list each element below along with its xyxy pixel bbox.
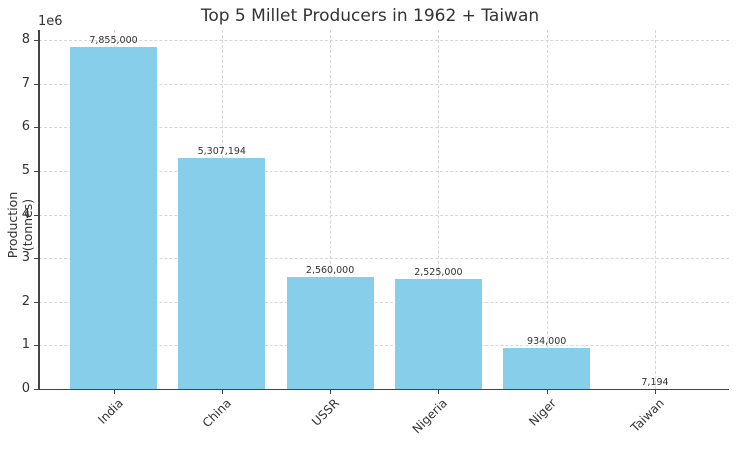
y-tick-label: 0 [14, 381, 30, 396]
y-tick-label: 8 [14, 32, 30, 47]
y-tick-label: 4 [14, 207, 30, 222]
vertical-gridline [547, 30, 548, 389]
x-tick-label: USSR [276, 396, 342, 462]
y-tick-label: 7 [14, 76, 30, 91]
y-tick-label: 2 [14, 294, 30, 309]
y-tick-mark [34, 389, 38, 390]
bar-value-label: 7,855,000 [54, 35, 174, 46]
x-tick-mark [222, 390, 223, 394]
bar-ussr [287, 277, 374, 389]
y-offset-label: 1e6 [38, 14, 63, 29]
bar-value-label: 934,000 [487, 336, 607, 347]
x-tick-mark [330, 390, 331, 394]
x-axis-spine [38, 389, 729, 391]
y-tick-mark [34, 40, 38, 41]
y-tick-label: 5 [14, 163, 30, 178]
y-tick-mark [34, 302, 38, 303]
y-tick-mark [34, 84, 38, 85]
y-tick-mark [34, 215, 38, 216]
x-tick-label: Nigeria [384, 396, 450, 462]
y-axis-spine [38, 30, 40, 390]
y-tick-mark [34, 127, 38, 128]
y-tick-mark [34, 258, 38, 259]
y-axis-title: Production (tonnes) [5, 165, 35, 285]
x-tick-label: Niger [492, 396, 558, 462]
y-tick-mark [34, 171, 38, 172]
chart-title: Top 5 Millet Producers in 1962 + Taiwan [0, 6, 740, 26]
bar-india [70, 47, 157, 389]
bar-value-label: 2,560,000 [270, 265, 390, 276]
x-tick-label: China [167, 396, 233, 462]
y-tick-label: 3 [14, 250, 30, 265]
x-tick-label: India [59, 396, 125, 462]
y-tick-label: 6 [14, 119, 30, 134]
bar-niger [503, 348, 590, 389]
x-tick-mark [547, 390, 548, 394]
x-tick-mark [114, 390, 115, 394]
bar-china [178, 158, 265, 389]
x-tick-label: Taiwan [600, 396, 666, 462]
bar-value-label: 7,194 [595, 377, 715, 388]
bar-value-label: 5,307,194 [162, 146, 282, 157]
y-tick-mark [34, 345, 38, 346]
bar-nigeria [395, 279, 482, 389]
y-tick-label: 1 [14, 337, 30, 352]
x-tick-mark [438, 390, 439, 394]
bar-value-label: 2,525,000 [378, 267, 498, 278]
x-tick-mark [655, 390, 656, 394]
vertical-gridline [655, 30, 656, 389]
